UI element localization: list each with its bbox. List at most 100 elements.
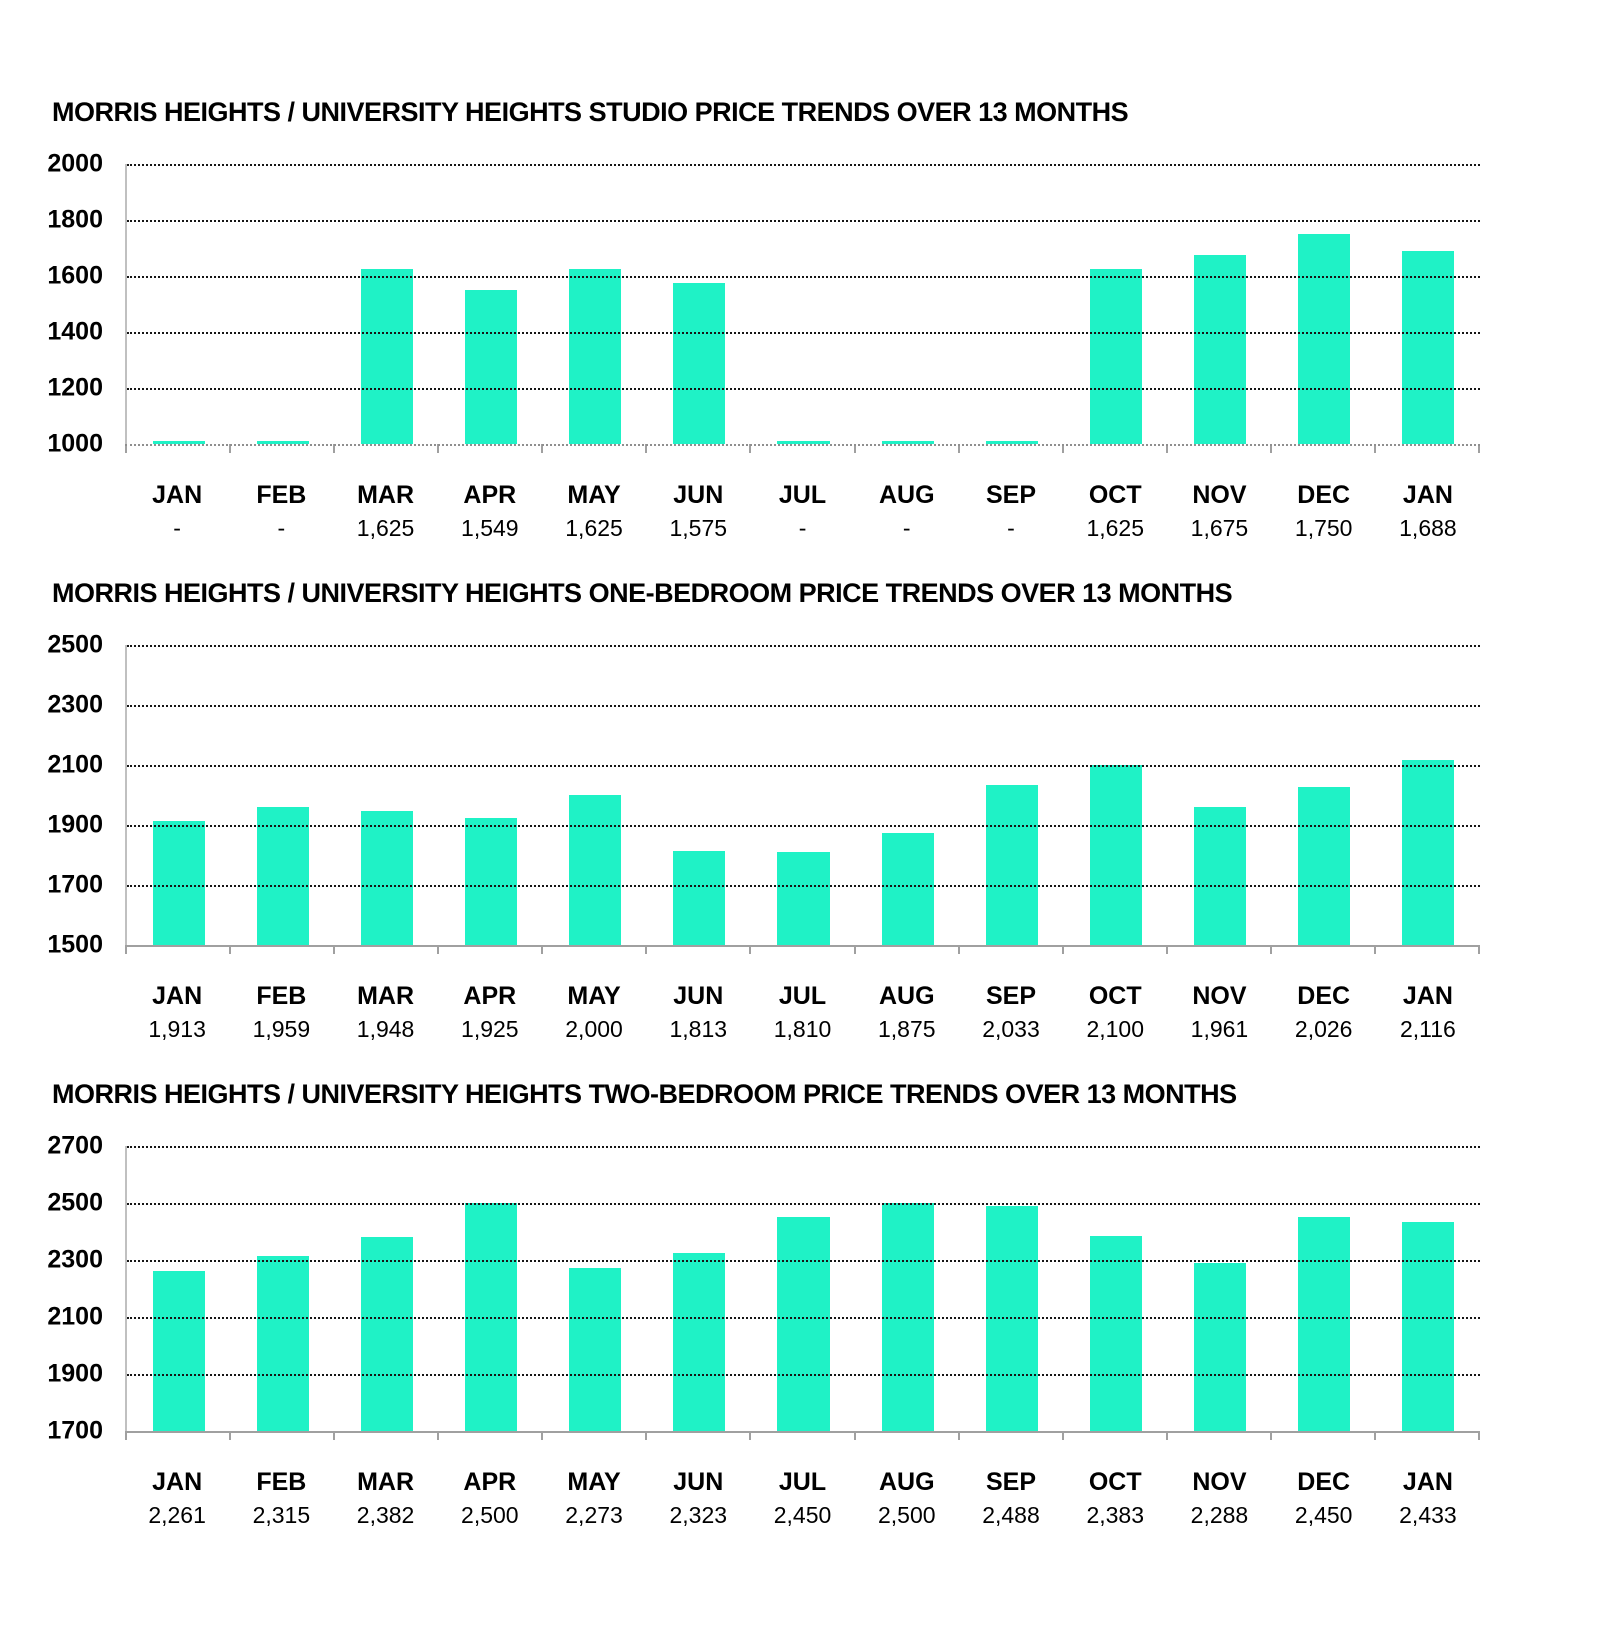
x-tick-mark	[1269, 945, 1374, 954]
bar-slot	[1272, 645, 1376, 945]
x-tick-label-month: JUL	[778, 982, 827, 1010]
x-tick-mark	[333, 444, 437, 453]
bar-NOV	[1193, 806, 1246, 945]
bar-value-label: 1,625	[565, 515, 623, 541]
value-labels-row: 2,261 2,315 2,382 2,500 2,273 2,323 2,450 2,500…	[125, 1502, 1600, 1528]
x-tick-label-month: JAN	[152, 481, 203, 509]
x-tick-mark	[437, 444, 541, 453]
gridline	[127, 276, 1480, 278]
bar-OCT	[1089, 1236, 1142, 1431]
bar-slot	[856, 1146, 960, 1431]
bar-value-label: -	[902, 515, 911, 541]
bar-NOV	[1193, 1263, 1246, 1431]
bar-value-label: -	[277, 515, 286, 541]
bar-FEB	[257, 441, 310, 444]
bar-JAN	[153, 821, 206, 945]
bar-slot	[1064, 1146, 1168, 1431]
bar-value-label: 1,813	[669, 1016, 728, 1042]
bar-value-label: 2,433	[1399, 1502, 1457, 1528]
y-tick-label: 1000	[47, 429, 103, 458]
bar-DEC	[1297, 1217, 1350, 1431]
y-tick-label: 2700	[47, 1131, 103, 1160]
y-tick-label: 1900	[47, 810, 103, 839]
bar-slot	[856, 645, 960, 945]
bar-SEP	[985, 441, 1038, 444]
x-tick-label-month: NOV	[1192, 1468, 1247, 1496]
bar-slot	[439, 1146, 543, 1431]
x-axis-ticks	[125, 945, 1600, 954]
two-bedroom-price-chart: MORRIS HEIGHTS / UNIVERSITY HEIGHTS TWO-…	[0, 1078, 1600, 1528]
bar-FEB	[257, 807, 310, 945]
x-tick-mark	[853, 444, 958, 453]
bar-value-label: 2,261	[148, 1502, 206, 1528]
bar-slot	[1168, 645, 1272, 945]
x-tick-mark	[749, 1431, 853, 1440]
bar-value-label: -	[173, 515, 181, 541]
month-labels-row: JAN FEB MAR APR MAY JUN JUL AUG SEP OCT NOV DEC JAN	[125, 481, 1600, 509]
x-tick-mark	[749, 444, 853, 453]
x-tick-label-month: JUL	[778, 1468, 827, 1496]
chart-title: MORRIS HEIGHTS / UNIVERSITY HEIGHTS TWO-…	[52, 1079, 1237, 1109]
bar-JAN	[1401, 251, 1454, 444]
bar-value-label: 2,500	[461, 1502, 519, 1528]
bar-slot	[960, 645, 1064, 945]
gridline	[127, 1317, 1480, 1319]
bar-value-label: -	[798, 515, 807, 541]
gridline	[127, 388, 1480, 390]
bar-slot	[1376, 1146, 1480, 1431]
bar-APR	[465, 817, 518, 945]
bar-slot	[960, 164, 1064, 444]
bar-slot	[335, 164, 439, 444]
value-labels-row: 1,913 1,959 1,948 1,925 2,000 1,813 1,810 1,875…	[125, 1016, 1600, 1042]
bar-slot	[647, 164, 751, 444]
y-tick-label: 2100	[47, 1302, 103, 1331]
y-tick-label: 1700	[47, 1416, 103, 1445]
bar-JUL	[777, 852, 830, 945]
x-tick-mark	[437, 945, 541, 954]
x-tick-label-month: JUL	[778, 481, 827, 509]
bar-JAN	[153, 441, 206, 444]
bar-value-label: 2,382	[356, 1502, 415, 1528]
x-tick-mark	[333, 945, 437, 954]
x-tick-label-month: JUN	[673, 1468, 724, 1496]
bar-MAR	[361, 269, 414, 444]
x-tick-label-month: MAR	[357, 982, 415, 1010]
x-tick-mark	[645, 444, 749, 453]
y-tick-label: 2300	[47, 690, 103, 719]
bar-OCT	[1089, 765, 1142, 945]
gridline	[127, 705, 1480, 707]
gridline	[127, 1146, 1480, 1148]
bar-slot	[543, 645, 647, 945]
x-tick-label-month: MAY	[567, 481, 621, 509]
x-tick-mark	[1165, 1431, 1270, 1440]
bar-slot	[1272, 164, 1376, 444]
bar-slot	[127, 645, 231, 945]
bar-slot	[439, 645, 543, 945]
bar-slot	[543, 164, 647, 444]
bar-SEP	[985, 785, 1038, 945]
y-tick-label: 1400	[47, 317, 103, 346]
x-tick-label-month: APR	[463, 481, 517, 509]
y-axis: 2700 2500 2300 2100 1900 1700	[0, 1133, 125, 1443]
y-tick-label: 1800	[47, 205, 103, 234]
chart-title: MORRIS HEIGHTS / UNIVERSITY HEIGHTS STUD…	[52, 97, 1129, 127]
bar-slot	[335, 645, 439, 945]
x-tick-mark	[853, 945, 958, 954]
x-tick-label-month: JUN	[673, 481, 724, 509]
x-tick-mark	[541, 945, 645, 954]
plot-area	[125, 645, 1480, 947]
bar-JUL	[777, 1217, 830, 1431]
bar-FEB	[257, 1255, 310, 1431]
x-tick-mark	[1269, 444, 1374, 453]
x-tick-label-month: FEB	[256, 1468, 307, 1496]
x-tick-label-month: SEP	[985, 982, 1036, 1010]
x-tick-label-month: OCT	[1088, 1468, 1142, 1496]
bar-value-label: -	[1007, 515, 1015, 541]
bar-slot	[856, 164, 960, 444]
bar-JAN	[153, 1271, 206, 1431]
x-axis-line	[125, 1431, 1480, 1433]
x-tick-label-month: NOV	[1192, 982, 1247, 1010]
x-tick-label-month: JAN	[1402, 982, 1453, 1010]
y-tick-label: 1500	[47, 930, 103, 959]
